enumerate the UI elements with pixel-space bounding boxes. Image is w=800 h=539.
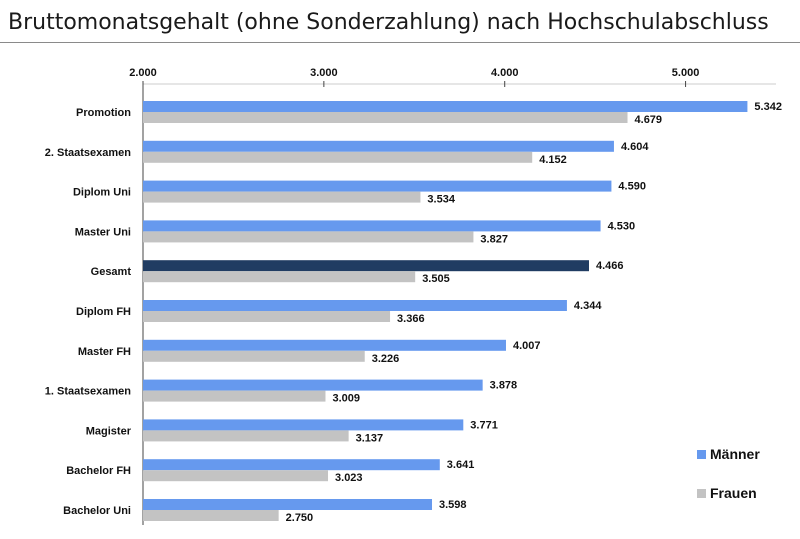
title-divider bbox=[0, 42, 800, 43]
value-label-maenner: 4.590 bbox=[618, 181, 646, 193]
legend-label-maenner: Männer bbox=[710, 446, 760, 462]
value-labels: 5.342 4.679 4.604 4.152 4.590 3.534 4.530 3.827… bbox=[286, 101, 782, 524]
value-label-frauen: 2.750 bbox=[286, 512, 314, 524]
category-label: 2. Staatsexamen bbox=[45, 147, 131, 159]
bar-frauen bbox=[143, 430, 349, 442]
value-label-maenner: 5.342 bbox=[754, 101, 782, 113]
category-label: Magister bbox=[86, 425, 132, 437]
value-label-frauen: 3.226 bbox=[372, 353, 400, 365]
value-label-maenner: 4.344 bbox=[574, 300, 602, 312]
category-label: Bachelor Uni bbox=[63, 505, 131, 517]
value-label-frauen: 4.679 bbox=[635, 114, 663, 126]
bar-frauen bbox=[143, 151, 533, 163]
value-label-maenner: 4.530 bbox=[608, 220, 636, 232]
x-tick-label: 2.000 bbox=[129, 67, 157, 79]
bar-frauen bbox=[143, 350, 365, 362]
bar-maenner bbox=[143, 180, 612, 192]
value-label-frauen: 3.137 bbox=[356, 432, 384, 444]
value-label-maenner: 3.878 bbox=[490, 380, 518, 392]
legend-swatch-frauen bbox=[697, 489, 706, 498]
bar-maenner bbox=[143, 101, 748, 112]
bar-frauen bbox=[143, 231, 474, 243]
bar-maenner bbox=[143, 499, 433, 510]
category-labels: Promotion 2. Staatsexamen Diplom Uni Master… bbox=[45, 107, 132, 517]
value-label-maenner: 3.771 bbox=[470, 419, 498, 431]
value-label-maenner: 4.007 bbox=[513, 340, 541, 352]
value-label-maenner: 3.641 bbox=[447, 459, 475, 471]
bar-maenner bbox=[143, 300, 567, 311]
bar-maenner bbox=[143, 459, 440, 471]
bar-maenner bbox=[143, 220, 601, 232]
value-label-maenner: 4.604 bbox=[621, 141, 649, 153]
bar-maenner bbox=[143, 260, 589, 272]
bar-frauen bbox=[143, 112, 628, 123]
bar-maenner bbox=[143, 339, 506, 351]
bar-maenner bbox=[143, 379, 483, 391]
bar-frauen bbox=[143, 470, 329, 482]
x-axis: 2.000 3.000 4.000 5.000 bbox=[129, 67, 776, 525]
bar-frauen bbox=[143, 510, 279, 521]
legend-swatch-maenner bbox=[697, 450, 706, 459]
category-label: Bachelor FH bbox=[66, 465, 131, 477]
legend-label-frauen: Frauen bbox=[710, 485, 757, 501]
value-label-frauen: 4.152 bbox=[539, 154, 567, 166]
value-label-maenner: 4.466 bbox=[596, 260, 624, 272]
value-label-frauen: 3.827 bbox=[480, 233, 508, 245]
value-label-maenner: 3.598 bbox=[439, 499, 467, 511]
bar-frauen bbox=[143, 191, 421, 203]
bar-frauen bbox=[143, 311, 391, 322]
bars bbox=[143, 101, 748, 521]
value-label-frauen: 3.534 bbox=[427, 194, 455, 206]
value-label-frauen: 3.366 bbox=[397, 313, 425, 325]
legend: Männer Frauen bbox=[697, 446, 760, 501]
value-label-frauen: 3.023 bbox=[335, 472, 363, 484]
x-tick-label: 3.000 bbox=[310, 67, 338, 79]
category-label: Master Uni bbox=[75, 226, 131, 238]
chart-title: Bruttomonatsgehalt (ohne Sonderzahlung) … bbox=[8, 10, 769, 35]
value-label-frauen: 3.505 bbox=[422, 273, 450, 285]
category-label: 1. Staatsexamen bbox=[45, 386, 131, 398]
category-label: Diplom FH bbox=[76, 306, 131, 318]
x-tick-label: 4.000 bbox=[491, 67, 519, 79]
bar-frauen bbox=[143, 271, 416, 283]
bar-frauen bbox=[143, 390, 326, 402]
category-label: Diplom Uni bbox=[73, 187, 131, 199]
bar-maenner bbox=[143, 419, 464, 431]
category-label: Promotion bbox=[76, 107, 131, 119]
bar-maenner bbox=[143, 140, 614, 152]
category-label: Master FH bbox=[78, 346, 131, 358]
x-tick-label: 5.000 bbox=[672, 67, 700, 79]
value-label-frauen: 3.009 bbox=[332, 393, 360, 405]
category-label: Gesamt bbox=[91, 266, 132, 278]
